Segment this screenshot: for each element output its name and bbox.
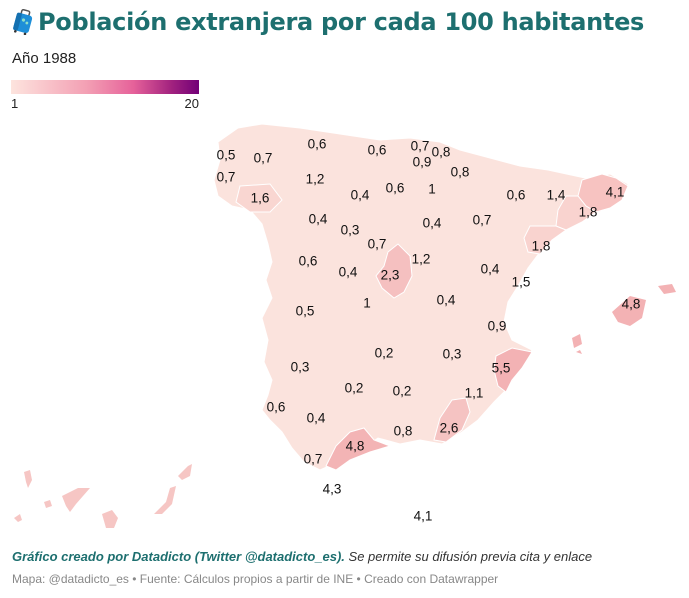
legend-gradient-bar — [11, 80, 199, 94]
label-malaga: 4,8 — [345, 438, 365, 454]
credit-author: Gráfico creado por Datadicto (Twitter @d… — [12, 549, 345, 564]
island-formentera — [576, 350, 582, 354]
label-huesca: 0,6 — [506, 187, 526, 203]
label-huelva: 0,6 — [266, 399, 286, 415]
label-palencia: 0,4 — [350, 187, 370, 203]
label-sevilla: 0,4 — [306, 410, 326, 426]
label-ceuta: 4,3 — [322, 481, 342, 497]
credit-line: Gráfico creado por Datadicto (Twitter @d… — [12, 549, 592, 564]
label-navarra: 0,8 — [450, 164, 470, 180]
label-la-rioja: 1 — [428, 181, 436, 197]
spain-map: 0,5 0,7 0,7 1,6 0,6 1,2 0,6 0,7 0,8 0,9 … — [0, 110, 689, 540]
label-valencia: 0,9 — [487, 318, 507, 334]
province-ourense — [235, 183, 283, 213]
island-la-gomera — [44, 500, 52, 508]
label-madrid: 2,3 — [380, 267, 400, 283]
province-malaga — [325, 427, 392, 471]
legend-min-label: 1 — [11, 96, 19, 111]
label-ciudad-real: 0,2 — [374, 345, 394, 361]
label-leon: 1,2 — [305, 171, 325, 187]
label-cadiz: 0,7 — [303, 451, 323, 467]
label-guadalajara: 1,2 — [411, 251, 431, 267]
label-teruel: 0,4 — [480, 261, 500, 277]
credit-note: Se permite su difusión previa cita y enl… — [344, 549, 593, 564]
label-gipuzkoa: 0,8 — [431, 144, 451, 160]
title-text: Población extranjera por cada 100 habita… — [38, 8, 645, 36]
subtitle: Año 1988 — [12, 50, 77, 67]
island-menorca — [658, 284, 676, 294]
label-illes-balears: 4,8 — [621, 296, 641, 312]
label-araba: 0,9 — [412, 154, 432, 170]
island-gran-canaria — [102, 510, 118, 528]
color-legend: 1 20 — [11, 80, 199, 111]
province-madrid — [375, 243, 413, 299]
label-jaen: 0,2 — [392, 383, 412, 399]
island-ibiza — [572, 334, 582, 348]
label-soria: 0,4 — [422, 215, 442, 231]
label-lugo: 0,7 — [253, 150, 273, 166]
label-a-coruna: 0,5 — [216, 147, 236, 163]
label-burgos: 0,6 — [385, 180, 405, 196]
legend-max-label: 20 — [184, 96, 199, 111]
source-line: Mapa: @datadicto_es • Fuente: Cálculos p… — [12, 572, 499, 586]
label-tarragona: 1,8 — [531, 238, 551, 254]
label-zaragoza: 0,7 — [472, 212, 492, 228]
label-lleida: 1,4 — [546, 187, 566, 203]
province-alicante — [493, 347, 533, 393]
suitcase-icon — [13, 9, 33, 35]
label-caceres: 0,5 — [295, 303, 315, 319]
label-zamora: 0,4 — [308, 211, 328, 227]
label-asturias: 0,6 — [307, 136, 327, 152]
label-badajoz: 0,3 — [290, 359, 310, 375]
island-tenerife — [62, 488, 90, 512]
label-cordoba: 0,2 — [344, 380, 364, 396]
island-el-hierro — [14, 514, 22, 522]
province-barcelona — [555, 195, 597, 231]
island-la-palma — [24, 470, 32, 488]
label-albacete: 0,3 — [442, 346, 462, 362]
label-valladolid: 0,3 — [340, 222, 360, 238]
island-mallorca — [612, 296, 646, 326]
label-avila: 0,4 — [338, 264, 358, 280]
label-salamanca: 0,6 — [298, 253, 318, 269]
label-segovia: 0,7 — [367, 236, 387, 252]
peninsula-shape — [213, 123, 629, 471]
label-castellon: 1,5 — [511, 274, 531, 290]
label-ourense: 1,6 — [250, 190, 270, 206]
label-toledo: 1 — [363, 295, 371, 311]
map-svg — [14, 123, 676, 528]
label-murcia: 1,1 — [464, 385, 484, 401]
label-bizkaia: 0,7 — [410, 138, 430, 154]
label-cuenca: 0,4 — [436, 292, 456, 308]
label-girona: 4,1 — [605, 184, 625, 200]
island-lanzarote — [178, 464, 192, 480]
chart-title: Población extranjera por cada 100 habita… — [12, 8, 644, 36]
label-melilla: 4,1 — [413, 508, 433, 524]
label-granada: 0,8 — [393, 423, 413, 439]
label-almeria: 2,6 — [439, 420, 459, 436]
island-fuerteventura — [154, 486, 176, 514]
label-barcelona: 1,8 — [578, 204, 598, 220]
label-pontevedra: 0,7 — [216, 169, 236, 185]
label-alicante: 5,5 — [491, 360, 511, 376]
province-almeria — [433, 397, 471, 443]
province-tarragona — [523, 225, 568, 255]
label-cantabria: 0,6 — [367, 142, 387, 158]
